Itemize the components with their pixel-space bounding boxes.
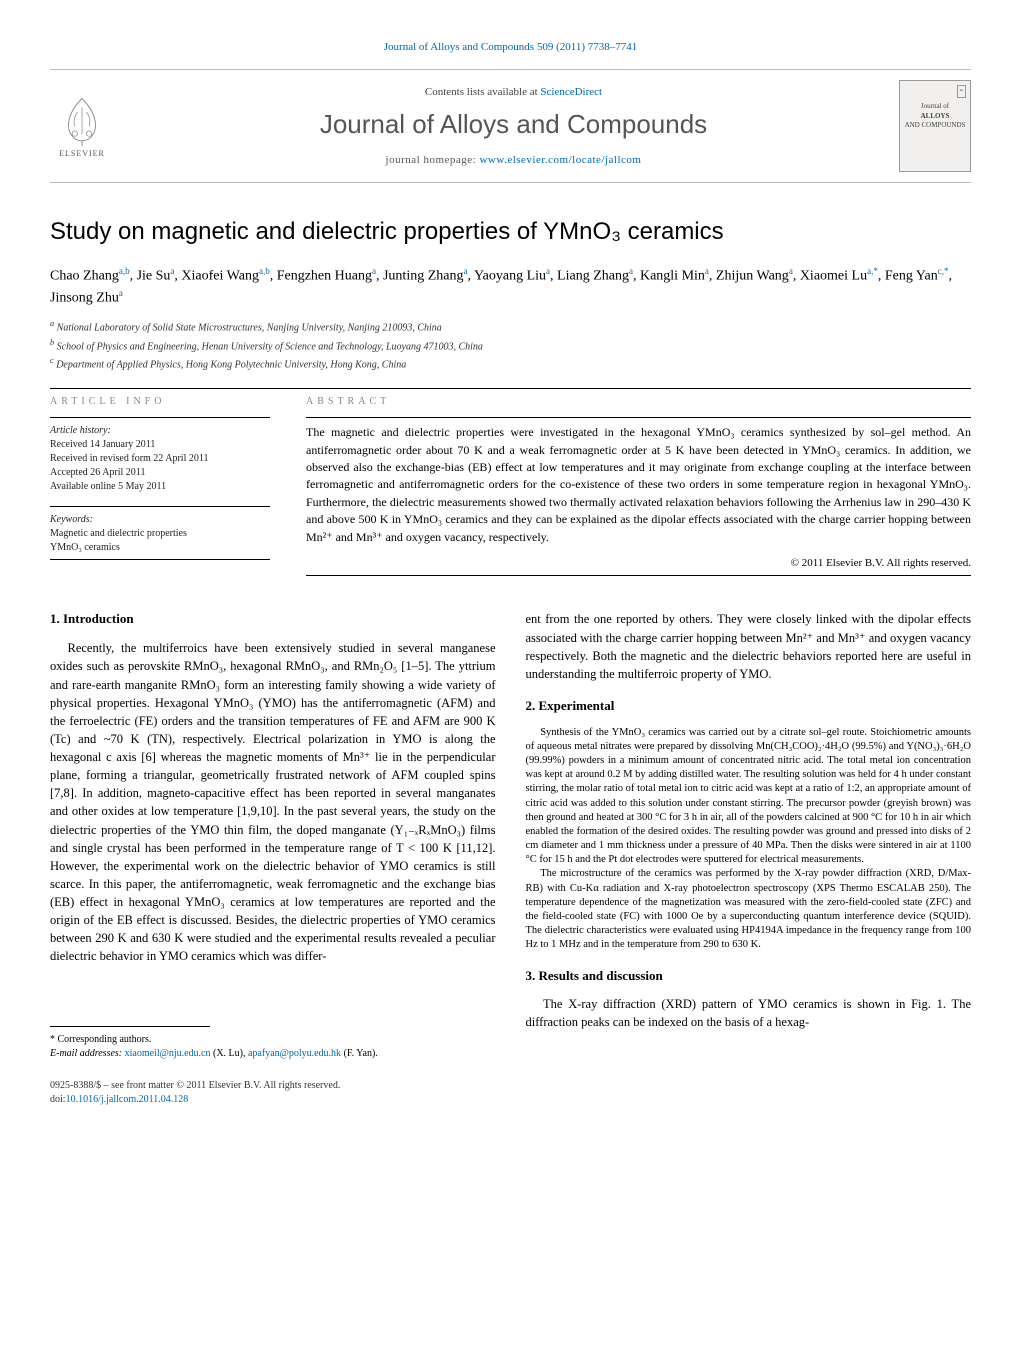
divider <box>306 417 971 418</box>
abstract-text: The magnetic and dielectric properties w… <box>306 424 971 546</box>
cover-badge-icon: ≡ <box>957 85 966 97</box>
corresponding-rule <box>50 1026 210 1027</box>
publisher-name: ELSEVIER <box>59 148 105 159</box>
abstract-copyright: © 2011 Elsevier B.V. All rights reserved… <box>306 556 971 571</box>
tree-icon <box>55 94 109 148</box>
divider <box>50 506 270 507</box>
intro-paragraph-1: Recently, the multiferroics have been ex… <box>50 639 496 965</box>
experimental-paragraph-1: Synthesis of the YMnO₃ ceramics was carr… <box>526 726 972 868</box>
article-title: Study on magnetic and dielectric propert… <box>50 215 971 249</box>
homepage-line: journal homepage: www.elsevier.com/locat… <box>128 153 899 168</box>
elsevier-logo: ELSEVIER <box>50 91 114 161</box>
journal-cover-thumbnail: ≡ Journal of ALLOYS AND COMPOUNDS <box>899 80 971 172</box>
header-citation: Journal of Alloys and Compounds 509 (201… <box>50 40 971 55</box>
section-heading-results: 3. Results and discussion <box>526 967 972 986</box>
divider <box>306 575 971 576</box>
article-info-label: article info <box>50 395 270 409</box>
keywords: Keywords: Magnetic and dielectric proper… <box>50 513 270 555</box>
page-footer: 0925-8388/$ – see front matter © 2011 El… <box>50 1079 971 1107</box>
author-list: Chao Zhanga,b, Jie Sua, Xiaofei Wanga,b,… <box>50 265 971 308</box>
experimental-paragraph-2: The microstructure of the ceramics was p… <box>526 867 972 952</box>
divider <box>50 417 270 418</box>
intro-paragraph-2: ent from the one reported by others. The… <box>526 610 972 683</box>
section-heading-experimental: 2. Experimental <box>526 697 972 716</box>
divider <box>50 388 971 389</box>
doi-link[interactable]: 10.1016/j.jallcom.2011.04.128 <box>66 1094 189 1105</box>
contents-line: Contents lists available at ScienceDirec… <box>128 85 899 100</box>
journal-banner: ELSEVIER Contents lists available at Sci… <box>50 69 971 183</box>
journal-title: Journal of Alloys and Compounds <box>128 106 899 142</box>
abstract-label: abstract <box>306 395 971 409</box>
divider <box>50 559 270 560</box>
affiliations: a National Laboratory of Solid State Mic… <box>50 318 971 372</box>
results-paragraph-1: The X-ray diffraction (XRD) pattern of Y… <box>526 995 972 1031</box>
article-history: Article history: Received 14 January 201… <box>50 424 270 494</box>
section-heading-intro: 1. Introduction <box>50 610 496 629</box>
email-link-2[interactable]: apafyan@polyu.edu.hk <box>248 1048 341 1059</box>
citation-link[interactable]: Journal of Alloys and Compounds 509 (201… <box>384 41 638 53</box>
email-link-1[interactable]: xiaomeil@nju.edu.cn <box>125 1048 211 1059</box>
corresponding-authors: * Corresponding authors. E-mail addresse… <box>50 1033 496 1061</box>
sciencedirect-link[interactable]: ScienceDirect <box>540 86 602 98</box>
homepage-link[interactable]: www.elsevier.com/locate/jallcom <box>479 154 641 166</box>
body-columns: 1. Introduction Recently, the multiferro… <box>50 610 971 1060</box>
